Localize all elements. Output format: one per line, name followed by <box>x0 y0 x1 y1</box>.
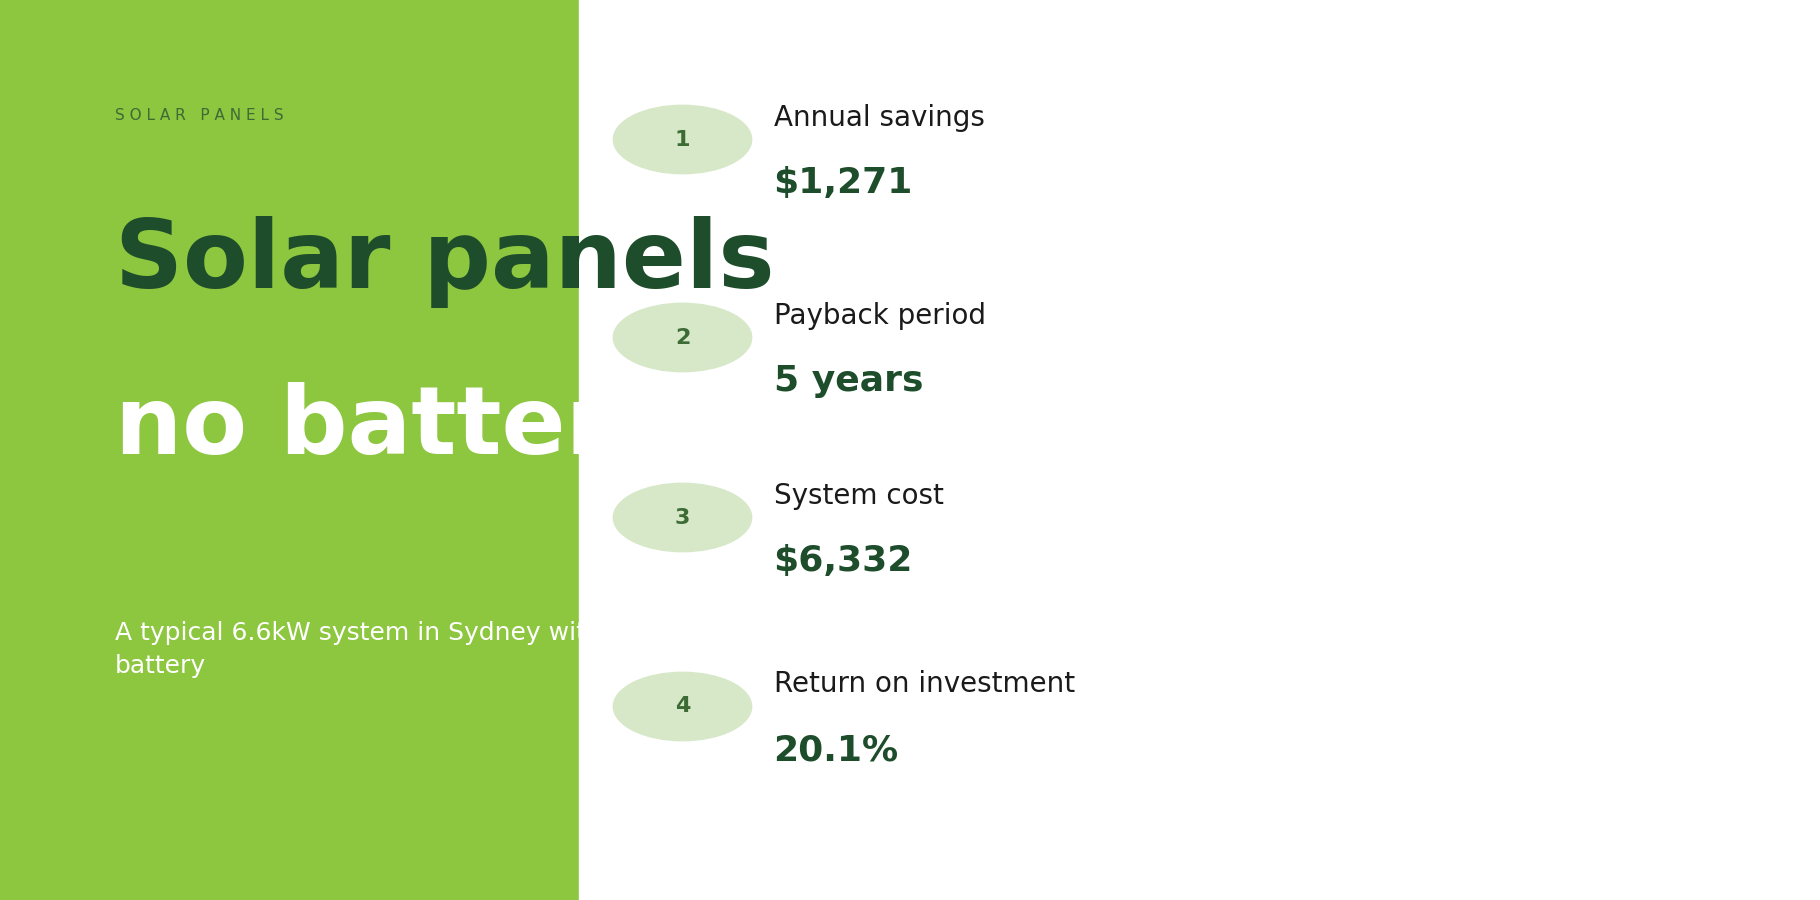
Text: 3: 3 <box>675 508 690 527</box>
Text: Annual savings: Annual savings <box>774 104 985 131</box>
Text: 5 years: 5 years <box>774 364 923 399</box>
Text: 2: 2 <box>675 328 690 347</box>
Text: Return on investment: Return on investment <box>774 670 1074 698</box>
Text: 4: 4 <box>675 697 690 716</box>
Text: $1,271: $1,271 <box>774 166 914 201</box>
Text: no battery: no battery <box>115 382 673 474</box>
Text: A typical 6.6kW system in Sydney with no
battery: A typical 6.6kW system in Sydney with no… <box>115 621 641 679</box>
Circle shape <box>613 483 752 552</box>
Text: 20.1%: 20.1% <box>774 734 899 768</box>
Text: $6,332: $6,332 <box>774 544 914 579</box>
Text: Solar panels: Solar panels <box>115 216 774 308</box>
Circle shape <box>613 105 752 174</box>
Text: 1: 1 <box>675 130 690 149</box>
Bar <box>579 0 1820 900</box>
Circle shape <box>613 672 752 741</box>
Text: System cost: System cost <box>774 482 943 509</box>
Bar <box>0 0 579 900</box>
Text: Payback period: Payback period <box>774 302 985 329</box>
Circle shape <box>613 303 752 372</box>
Text: S O L A R   P A N E L S: S O L A R P A N E L S <box>115 108 284 123</box>
